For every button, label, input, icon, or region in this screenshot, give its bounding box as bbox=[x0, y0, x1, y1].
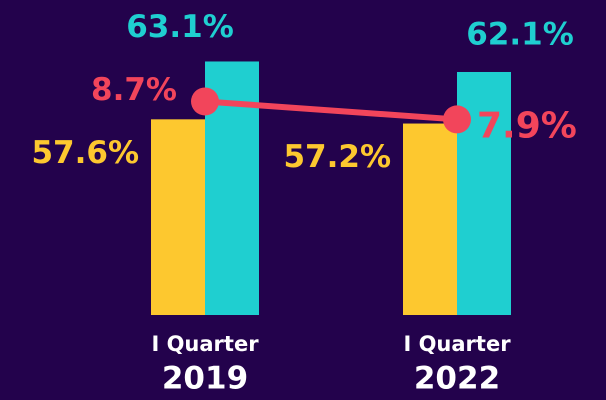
line bbox=[204, 98, 458, 123]
value-label: 7.9% bbox=[477, 105, 577, 146]
line-marker bbox=[443, 105, 471, 134]
x-tick-label: 2019 bbox=[162, 361, 248, 397]
value-label: 57.6% bbox=[31, 135, 139, 171]
bar bbox=[151, 119, 205, 315]
line-marker bbox=[191, 87, 219, 116]
value-label: 62.1% bbox=[466, 16, 574, 52]
bar bbox=[403, 123, 457, 315]
x-tick-label: I Quarter bbox=[403, 332, 511, 356]
x-tick-label: 2022 bbox=[414, 361, 500, 397]
x-tick-label: I Quarter bbox=[151, 332, 259, 356]
value-label: 8.7% bbox=[91, 72, 177, 108]
value-label: 63.1% bbox=[126, 9, 234, 45]
value-label: 57.2% bbox=[283, 139, 391, 175]
